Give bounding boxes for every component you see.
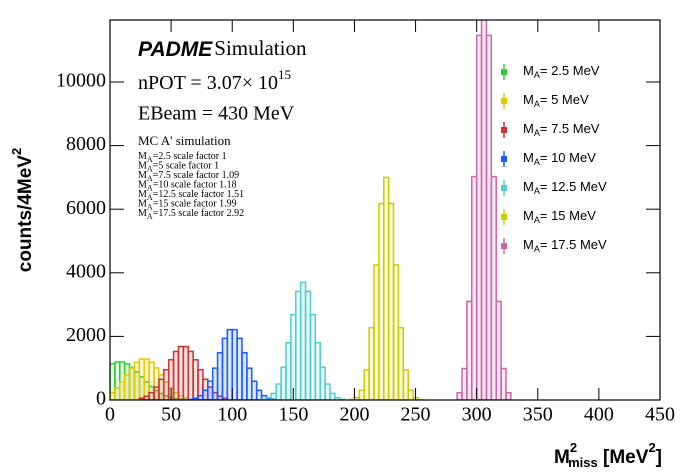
legend-swatch <box>501 127 507 133</box>
legend-label: MA= 15 MeV <box>523 208 596 225</box>
legend-label: MA= 7.5 MeV <box>523 121 600 138</box>
y-tick-label: 0 <box>96 388 106 410</box>
scale-line: MA=12.5 scale factor 1.51 <box>138 189 244 202</box>
histograms <box>110 20 512 400</box>
ebeam: EBeam = 430 MeV <box>138 103 295 125</box>
x-tick-label: 300 <box>462 404 492 426</box>
y-tick-label: 2000 <box>66 324 106 346</box>
bar <box>500 367 507 400</box>
bar <box>407 389 414 400</box>
legend-item: MA= 2.5 MeV <box>501 63 600 80</box>
legend-label: MA= 5 MeV <box>523 92 589 109</box>
scale-line: MA=10 scale factor 1.18 <box>138 180 237 193</box>
x-tick-label: 50 <box>161 404 181 426</box>
legend-item: MA= 7.5 MeV <box>501 121 600 138</box>
legend-item: MA= 12.5 MeV <box>501 179 607 196</box>
x-tick-label: 250 <box>401 404 431 426</box>
x-axis-label: M2 miss [MeV2] <box>554 440 662 470</box>
x-tick-label: 450 <box>645 404 675 426</box>
x-tick-label: 150 <box>278 404 308 426</box>
legend-item: MA= 5 MeV <box>501 92 589 109</box>
y-tick-label: 10000 <box>56 70 106 92</box>
legend-label: MA= 10 MeV <box>523 150 596 167</box>
x-tick-label: 100 <box>217 404 247 426</box>
y-axis-label: counts/4MeV2 <box>9 148 36 272</box>
x-tick-label: 0 <box>105 404 115 426</box>
scale-line: MA=7.5 scale factor 1.09 <box>138 170 239 183</box>
y-tick-label: 6000 <box>66 197 106 219</box>
frame <box>109 19 661 401</box>
legend: MA= 2.5 MeV MA= 5 MeV MA= 7.5 MeV MA= 10 Me… <box>501 63 607 254</box>
legend-swatch <box>501 185 507 191</box>
scale-line: MA=17.5 scale factor 2.92 <box>138 208 244 221</box>
scale-factors: MA=2.5 scale factor 1MA=5 scale factor 1… <box>138 151 244 221</box>
legend-label: MA= 17.5 MeV <box>523 237 607 254</box>
x-tick-label: 350 <box>523 404 553 426</box>
bar <box>490 175 497 400</box>
legend-swatch <box>501 156 507 162</box>
legend-swatch <box>501 214 507 220</box>
npot: nPOT = 3.07× 1015 <box>138 67 291 94</box>
bar <box>402 369 409 400</box>
legend-item: MA= 15 MeV <box>501 208 596 225</box>
bar <box>495 300 502 400</box>
chart-title: PADMESimulation <box>138 36 307 61</box>
bar <box>505 391 512 400</box>
y-tick-label: 4000 <box>66 260 106 282</box>
mc-label: MC A' simulation <box>138 133 231 148</box>
y-tick-label: 8000 <box>66 133 106 155</box>
legend-item: MA= 10 MeV <box>501 150 596 167</box>
bar <box>324 383 331 400</box>
legend-label: MA= 12.5 MeV <box>523 179 607 196</box>
x-tick-label: 200 <box>339 404 369 426</box>
scale-line: MA=15 scale factor 1.99 <box>138 199 237 212</box>
legend-swatch <box>501 98 507 104</box>
legend-swatch <box>501 69 507 75</box>
scale-line: MA=5 scale factor 1 <box>138 161 219 174</box>
legend-item: MA= 17.5 MeV <box>501 237 607 254</box>
legend-swatch <box>501 243 507 249</box>
legend-label: MA= 2.5 MeV <box>523 63 600 80</box>
scale-line: MA=2.5 scale factor 1 <box>138 151 227 164</box>
x-tick-label: 400 <box>584 404 614 426</box>
